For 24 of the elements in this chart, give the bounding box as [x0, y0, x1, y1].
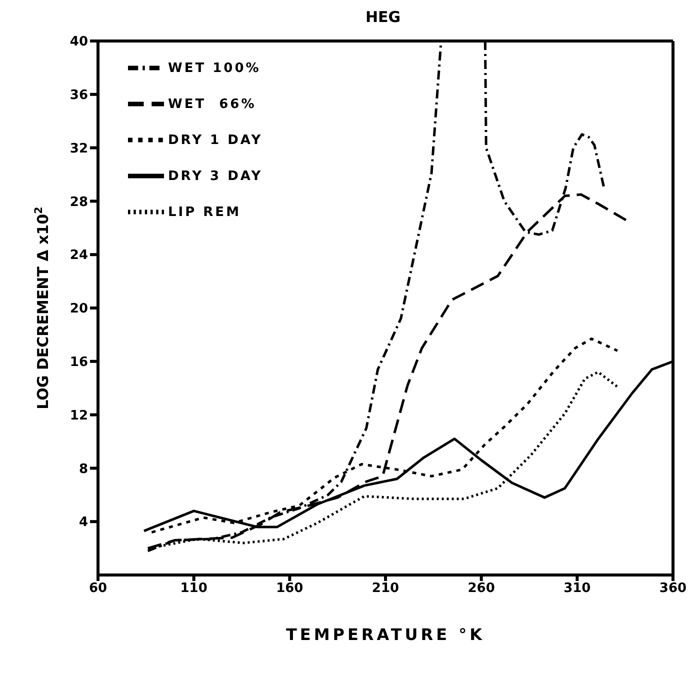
y-tick-label: 8 — [78, 462, 88, 477]
x-tick-label: 360 — [659, 581, 687, 596]
legend-label: WET 66% — [168, 97, 256, 112]
y-tick-label: 28 — [70, 194, 88, 210]
y-tick-label: 16 — [70, 355, 88, 370]
x-tick-label: 60 — [88, 581, 108, 596]
legend-label: LIP REM — [168, 205, 242, 220]
y-tick-label: 40 — [70, 34, 88, 50]
y-tick-label: 24 — [70, 248, 88, 264]
x-tick-label: 260 — [468, 581, 495, 596]
legend-label: DRY 1 DAY — [168, 133, 263, 148]
y-tick-label: 4 — [78, 515, 88, 530]
x-tick-label: 110 — [180, 581, 208, 596]
x-axis-title: TEMPERATURE °K — [286, 625, 486, 644]
y-tick-label: 32 — [70, 141, 88, 156]
legend-label: WET 100% — [168, 61, 261, 76]
y-tick-label: 12 — [70, 408, 88, 424]
x-tick-label: 160 — [276, 581, 304, 596]
y-tick-label: 36 — [70, 88, 88, 104]
chart-title: HEG — [364, 8, 402, 28]
y-tick-label: 20 — [70, 302, 88, 317]
legend-label: DRY 3 DAY — [168, 169, 263, 184]
x-tick-label: 310 — [564, 581, 591, 596]
x-tick-label: 210 — [372, 581, 400, 596]
